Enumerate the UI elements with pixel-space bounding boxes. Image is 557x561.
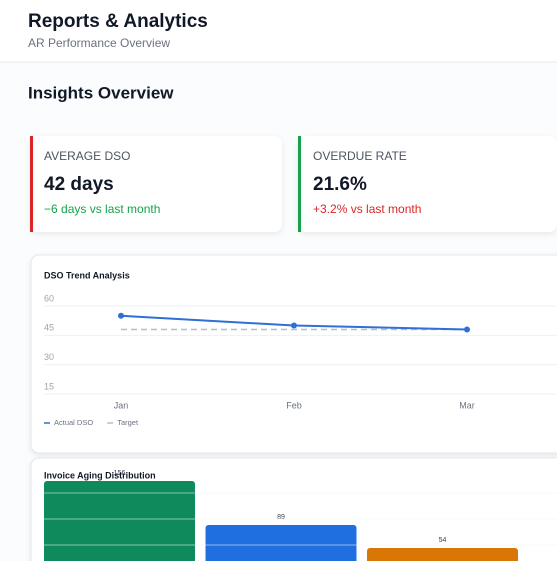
chart-title: DSO Trend Analysis <box>44 270 130 280</box>
card-bg <box>298 136 557 232</box>
value-label: 89 <box>277 514 285 521</box>
bar <box>44 481 195 561</box>
header-bar <box>0 0 557 62</box>
card-accent <box>30 136 33 232</box>
kpi-change: −6 days vs last month <box>44 202 160 216</box>
data-point <box>464 326 470 333</box>
legend-label: Actual DSO <box>54 418 93 427</box>
data-point <box>291 322 297 329</box>
page-subtitle: AR Performance Overview <box>28 36 170 50</box>
kpi-label: OVERDUE RATE <box>313 149 407 163</box>
card-accent <box>298 136 301 232</box>
legend-label: Target <box>117 418 139 427</box>
y-tick-label: 45 <box>44 323 54 333</box>
page-title: Reports & Analytics <box>28 11 208 32</box>
bar-plot: 156 89 54 <box>44 470 557 561</box>
value-label: 54 <box>439 537 447 544</box>
kpi-change: +3.2% vs last month <box>313 202 421 216</box>
x-tick-label: Feb <box>286 400 302 410</box>
kpi-card: OVERDUE RATE 21.6% +3.2% vs last month <box>298 136 557 232</box>
kpi-card: AVERAGE DSO 42 days −6 days vs last mont… <box>30 136 282 232</box>
chart-title: Invoice Aging Distribution <box>44 470 156 480</box>
value-label: 156 <box>114 470 126 477</box>
kpi-value: 21.6% <box>313 174 367 195</box>
kpi-label: AVERAGE DSO <box>44 149 130 163</box>
bar <box>367 548 518 561</box>
data-point <box>118 312 124 319</box>
y-tick-label: 15 <box>44 381 54 391</box>
bar <box>205 525 357 561</box>
section-title: Insights Overview <box>28 83 174 102</box>
chart-card <box>30 254 557 454</box>
card-bg <box>30 136 282 232</box>
x-tick-label: Mar <box>459 400 475 410</box>
y-tick-label: 60 <box>44 293 54 303</box>
y-tick-label: 30 <box>44 352 54 362</box>
kpi-value: 42 days <box>44 174 114 195</box>
x-tick-label: Jan <box>114 400 129 410</box>
